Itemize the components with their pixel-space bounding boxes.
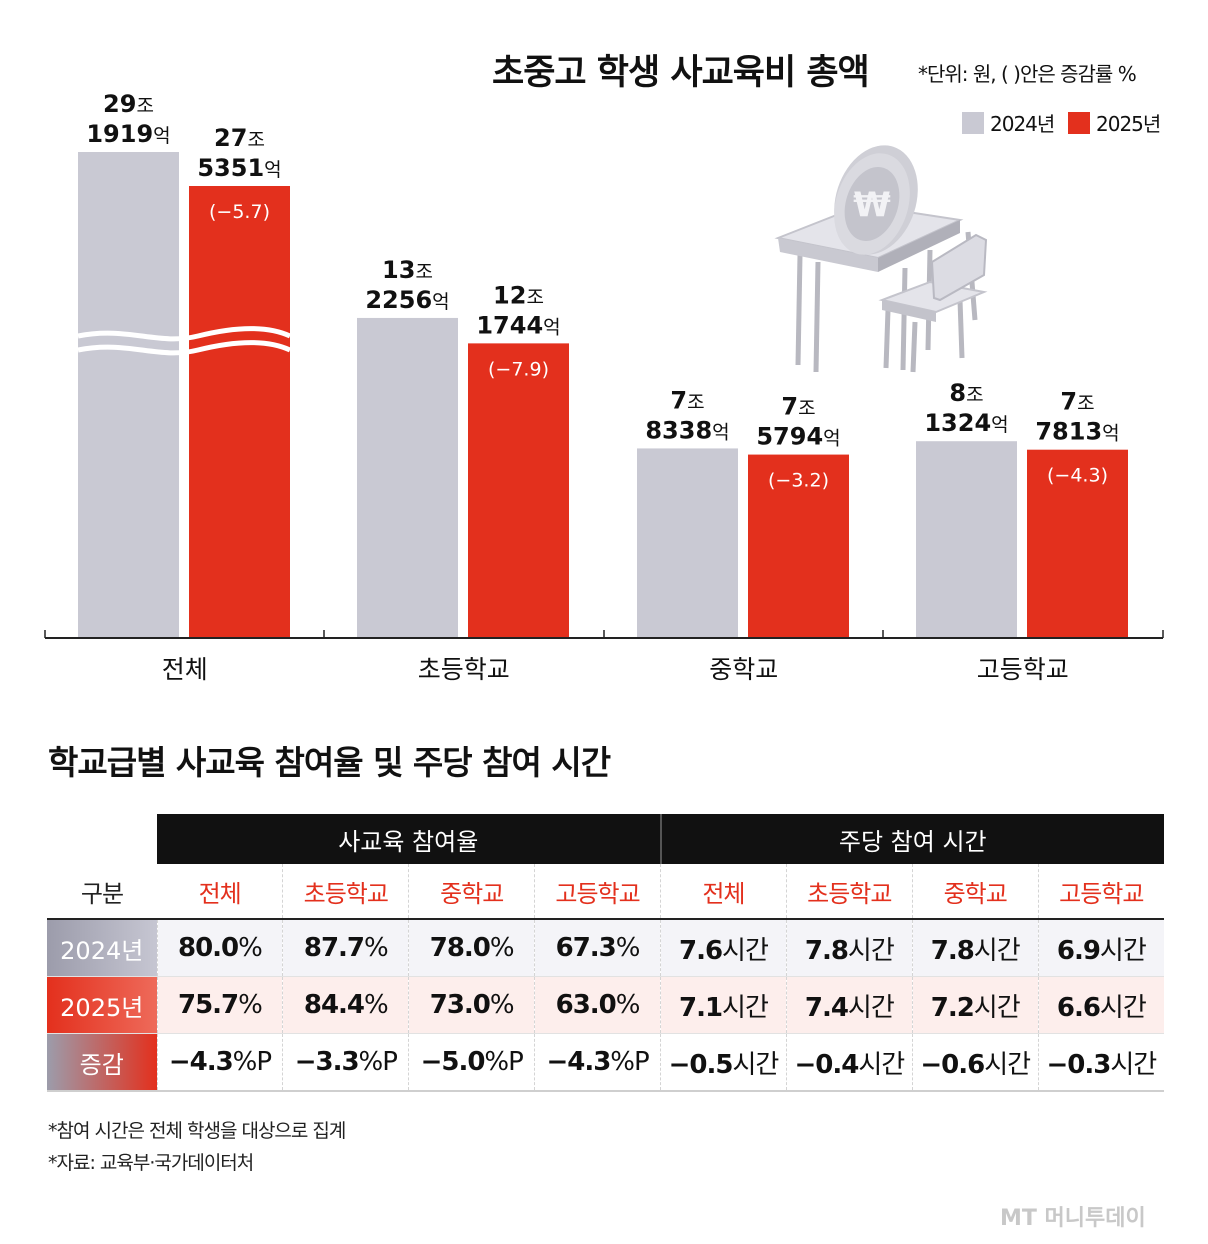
- legend-swatch-2025: [1068, 111, 1090, 134]
- table-cell: 80.0%: [156, 919, 283, 977]
- bar-label-line2: 5351억: [197, 154, 281, 182]
- table-cell: 7.6시간: [660, 919, 787, 977]
- coin-won-symbol: ₩: [853, 185, 891, 225]
- bar-label-line1: 8조: [949, 379, 983, 407]
- unit-note: *단위: 원, ( )안은 증감률 %: [918, 62, 1137, 86]
- col-header: 초등학교: [282, 864, 409, 920]
- table-cell: 67.3%: [534, 919, 661, 977]
- x-tick-label: 초등학교: [418, 655, 510, 684]
- footnote-source: *자료: 교육부·국가데이터처: [48, 1152, 254, 1174]
- col-header: 고등학교: [534, 864, 661, 920]
- bar-label-line2: 2256억: [365, 286, 449, 314]
- bar-label-line2: 1324억: [924, 409, 1008, 437]
- table-title: 학교급별 사교육 참여율 및 주당 참여 시간: [48, 743, 611, 782]
- group-header-weekly-hours: 주당 참여 시간: [659, 814, 1164, 864]
- table-cell: 7.2시간: [911, 976, 1039, 1034]
- col-header: 고등학교: [1037, 864, 1164, 920]
- bar-label-line1: 27조: [214, 124, 265, 152]
- table-row: 2025년 75.7% 84.4% 73.0% 63.0% 7.1시간 7.4시간 7.2시간…: [47, 976, 1164, 1034]
- col-header: 전체: [660, 864, 787, 920]
- bar-label-line2: 5794억: [756, 423, 840, 451]
- table-cell: −0.6시간: [911, 1033, 1039, 1092]
- x-tick-label: 전체: [162, 655, 208, 684]
- watermark-logo: MT 머니투데이: [1000, 1206, 1146, 1231]
- bar-label-line1: 7조: [1060, 388, 1094, 416]
- x-tick-label: 고등학교: [977, 655, 1069, 684]
- table-cell: −3.3%P: [282, 1033, 409, 1092]
- legend-swatch-2024: [962, 111, 984, 134]
- col-header: 전체: [157, 864, 283, 920]
- table-cell: 73.0%: [408, 976, 535, 1034]
- bar-label-line1: 29조: [103, 90, 154, 118]
- bar-label-line1: 12조: [493, 281, 544, 309]
- bar-2024년-중학교: [637, 448, 738, 638]
- table-cell: −0.5시간: [660, 1033, 787, 1092]
- bar-label-line2: 1919억: [86, 120, 170, 148]
- chart-title: 초중고 학생 사교육비 총액: [492, 53, 870, 93]
- legend-label-2024: 2024년: [990, 112, 1055, 136]
- bar-label-line1: 7조: [781, 393, 815, 421]
- axis-break-mark: [77, 340, 292, 356]
- bar-label-line2: 7813억: [1035, 418, 1119, 446]
- bar-label-line1: 13조: [382, 256, 433, 284]
- bar-2024년-고등학교: [916, 441, 1017, 638]
- bar-2025년-초등학교: [468, 343, 569, 638]
- table-cell: 87.7%: [282, 919, 409, 977]
- desk-coin-icon: ₩: [774, 145, 988, 373]
- bar-2025년-전체: [189, 186, 290, 638]
- table-cell: 84.4%: [282, 976, 409, 1034]
- row-label: 2024년: [47, 919, 157, 977]
- row-label: 증감: [47, 1033, 157, 1092]
- table-cell: 6.9시간: [1037, 919, 1164, 977]
- legend-label-2025: 2025년: [1096, 112, 1161, 136]
- change-pct-label: (−3.2): [768, 470, 829, 492]
- x-tick-label: 중학교: [709, 655, 778, 684]
- group-header-participation: 사교육 참여율: [157, 814, 661, 864]
- axis-break-mark: [77, 326, 292, 342]
- col-header: 중학교: [911, 864, 1039, 920]
- table-cell: 6.6시간: [1037, 976, 1164, 1034]
- participation-table: 사교육 참여율 주당 참여 시간 구분 전체 초등학교 중학교 고등학교 전체 …: [47, 814, 1164, 1092]
- table-row: 증감 −4.3%P −3.3%P −5.0%P −4.3%P −0.5시간 −0.4시간 −0…: [47, 1033, 1164, 1092]
- bar-2024년-초등학교: [357, 317, 458, 638]
- table-cell: 7.1시간: [660, 976, 787, 1034]
- table-cell: 78.0%: [408, 919, 535, 977]
- change-pct-label: (−4.3): [1047, 465, 1108, 487]
- table-cell: −0.3시간: [1037, 1033, 1164, 1092]
- footnote-participation: *참여 시간은 전체 학생을 대상으로 집계: [48, 1120, 346, 1142]
- row-label: 2025년: [47, 976, 157, 1034]
- legend-2025: 2025년: [1068, 108, 1161, 137]
- col-header: 초등학교: [785, 864, 913, 920]
- table-corner-label: 구분: [47, 864, 157, 920]
- table-cell: 7.8시간: [911, 919, 1039, 977]
- bar-label-line2: 1744억: [476, 311, 560, 339]
- table-cell: −5.0%P: [408, 1033, 535, 1092]
- bar-label-line2: 8338억: [645, 416, 729, 444]
- bar-2025년-고등학교: [1027, 449, 1128, 638]
- change-pct-label: (−5.7): [209, 201, 270, 223]
- table-cell: 7.8시간: [785, 919, 913, 977]
- table-cell: 63.0%: [534, 976, 661, 1034]
- legend-2024: 2024년: [962, 108, 1055, 137]
- table-row: 2024년 80.0% 87.7% 78.0% 67.3% 7.6시간 7.8시간 7.8시간…: [47, 919, 1164, 977]
- table-cell: 7.4시간: [785, 976, 913, 1034]
- bar-2025년-중학교: [748, 454, 849, 638]
- bar-label-line1: 7조: [670, 386, 704, 414]
- table-corner-blank: [47, 814, 157, 864]
- table-cell: 75.7%: [156, 976, 283, 1034]
- table-cell: −4.3%P: [156, 1033, 283, 1092]
- change-pct-label: (−7.9): [488, 358, 549, 380]
- bar-2024년-전체: [78, 152, 179, 638]
- table-cell: −4.3%P: [534, 1033, 661, 1092]
- table-cell: −0.4시간: [785, 1033, 913, 1092]
- col-header: 중학교: [408, 864, 535, 920]
